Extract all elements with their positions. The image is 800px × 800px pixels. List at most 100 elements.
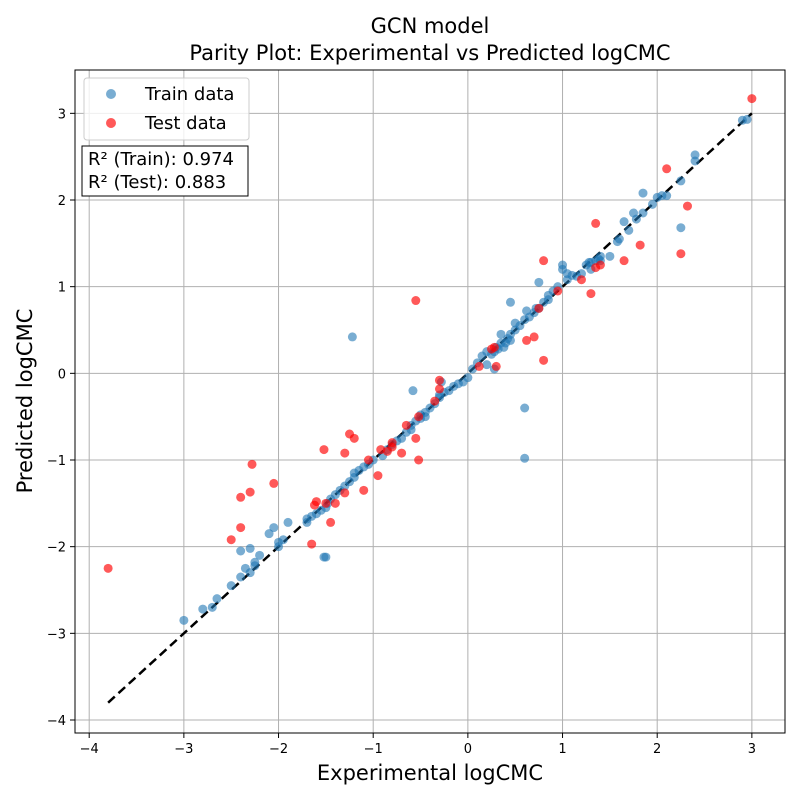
- test-point: [414, 455, 424, 465]
- test-point: [310, 500, 320, 510]
- legend-test-label: Test data: [144, 113, 227, 134]
- test-point: [434, 375, 444, 385]
- y-tick-label: 2: [58, 194, 66, 209]
- train-point: [647, 199, 657, 209]
- train-point: [226, 581, 236, 591]
- axis-ticks: −4 −3 −2 −1 0 1 2 3 −4 −3 −2 −1 0 1 2 3: [47, 107, 756, 757]
- train-point: [496, 329, 506, 339]
- train-point: [283, 517, 293, 527]
- test-point: [474, 361, 484, 371]
- r2-annotation: R² (Train): 0.974 R² (Test): 0.883: [81, 145, 249, 197]
- test-point: [321, 498, 331, 508]
- test-point: [397, 448, 407, 458]
- train-point: [612, 237, 622, 247]
- test-point: [319, 445, 329, 455]
- legend-train-marker: [106, 89, 116, 99]
- train-point: [240, 563, 250, 573]
- r2-train-text: R² (Train): 0.974: [88, 149, 234, 170]
- test-point: [373, 471, 383, 481]
- train-point: [605, 251, 615, 261]
- train-point: [737, 115, 747, 125]
- legend-box: [83, 77, 250, 141]
- x-tick-label: −2: [269, 742, 288, 757]
- x-tick-label: 1: [558, 742, 566, 757]
- test-point: [539, 355, 549, 365]
- test-point: [529, 332, 539, 342]
- test-point: [236, 523, 246, 533]
- train-point: [347, 332, 357, 342]
- train-point: [662, 191, 672, 201]
- test-point: [330, 498, 340, 508]
- train-point: [676, 223, 686, 233]
- train-point: [510, 318, 520, 328]
- train-point: [477, 351, 487, 361]
- train-point: [638, 208, 648, 218]
- train-point: [319, 552, 329, 562]
- test-point: [340, 488, 350, 498]
- train-point: [198, 604, 208, 614]
- legend-train-label: Train data: [144, 84, 234, 105]
- test-data-points: [103, 94, 757, 573]
- x-tick-label: 0: [464, 742, 472, 757]
- test-point: [676, 249, 686, 259]
- train-point: [236, 546, 246, 556]
- train-point: [619, 217, 629, 227]
- test-point: [245, 487, 255, 497]
- train-point: [520, 315, 530, 325]
- x-tick-label: −3: [174, 742, 193, 757]
- test-point: [487, 344, 497, 354]
- train-point: [520, 403, 530, 413]
- test-point: [326, 517, 336, 527]
- plot-area-frame: [74, 69, 786, 734]
- train-point: [652, 192, 662, 202]
- x-tick-label: 2: [653, 742, 661, 757]
- chart-title: GCN model: [371, 14, 490, 38]
- test-point: [236, 492, 246, 502]
- test-point: [307, 539, 317, 549]
- x-tick-label: −1: [364, 742, 383, 757]
- test-point: [662, 164, 672, 174]
- r2-annotation-box: [81, 145, 249, 197]
- legend: Train data Test data: [83, 77, 250, 141]
- grid-lines: [75, 70, 785, 733]
- x-tick-label: −4: [80, 742, 99, 757]
- train-point: [401, 427, 411, 437]
- y-tick-label: −3: [47, 627, 66, 642]
- y-tick-label: 0: [58, 367, 66, 382]
- test-point: [401, 420, 411, 430]
- train-point: [420, 412, 430, 422]
- test-point: [414, 412, 424, 422]
- test-point: [534, 303, 544, 313]
- train-point: [212, 594, 222, 604]
- train-point: [520, 453, 530, 463]
- test-point: [430, 396, 440, 406]
- x-axis-label: Experimental logCMC: [317, 761, 543, 785]
- test-point: [619, 256, 629, 266]
- train-point: [274, 542, 284, 552]
- test-point: [411, 296, 421, 306]
- train-point: [302, 517, 312, 527]
- train-point: [408, 386, 418, 396]
- train-point: [264, 529, 274, 539]
- test-point: [553, 286, 563, 296]
- train-point: [690, 156, 700, 166]
- train-point: [269, 523, 279, 533]
- train-point: [584, 257, 594, 267]
- train-point: [179, 615, 189, 625]
- legend-test-marker: [106, 118, 116, 128]
- test-point: [411, 433, 421, 443]
- train-point: [522, 306, 532, 316]
- test-point: [539, 256, 549, 266]
- test-point: [434, 384, 444, 394]
- test-point: [363, 455, 373, 465]
- train-point: [676, 176, 686, 186]
- train-point: [255, 550, 265, 560]
- train-point: [482, 360, 492, 370]
- train-point: [236, 572, 246, 582]
- train-point: [245, 543, 255, 553]
- test-point: [591, 218, 601, 228]
- train-point: [505, 297, 515, 307]
- test-point: [576, 275, 586, 285]
- y-tick-label: 3: [58, 107, 66, 122]
